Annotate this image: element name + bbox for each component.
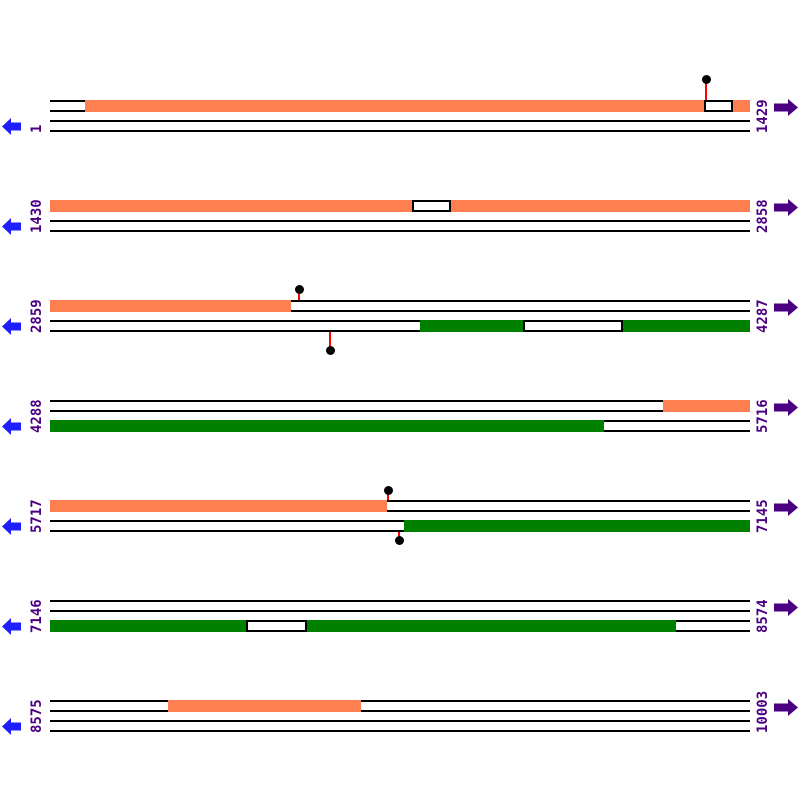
left-arrow-icon[interactable] [2, 117, 21, 135]
strand-line [50, 700, 168, 712]
strand-line [676, 620, 750, 632]
strand-line [246, 620, 307, 632]
right-arrow-icon[interactable] [774, 198, 798, 216]
strand-line [387, 500, 750, 512]
right-arrow-icon[interactable] [774, 598, 798, 616]
feature-reverse[interactable] [623, 320, 750, 332]
strand-line [50, 320, 420, 332]
left-arrow-icon[interactable] [2, 617, 21, 635]
row-start-label: 8575 [29, 699, 45, 733]
feature-reverse[interactable] [404, 520, 750, 532]
strand-line [50, 100, 85, 112]
row-start-label: 7146 [29, 599, 45, 633]
feature-forward[interactable] [50, 300, 291, 312]
row-end-label: 10003 [755, 690, 771, 733]
strand-line [50, 600, 750, 612]
marker-dot[interactable] [325, 345, 335, 355]
marker-stem [298, 289, 300, 300]
feature-reverse[interactable] [420, 320, 523, 332]
row-end-label: 2858 [755, 199, 771, 233]
strand-line [604, 420, 750, 432]
row-end-label: 4287 [755, 299, 771, 333]
strand-line [50, 720, 750, 732]
feature-reverse[interactable] [307, 620, 676, 632]
row-start-label: 4288 [29, 399, 45, 433]
right-arrow-icon[interactable] [774, 698, 798, 716]
marker-dot[interactable] [383, 485, 393, 495]
marker-stem [705, 79, 707, 100]
strand-line [50, 220, 750, 232]
feature-forward[interactable] [85, 100, 704, 112]
feature-reverse[interactable] [50, 420, 604, 432]
marker-dot[interactable] [701, 74, 711, 84]
right-arrow-icon[interactable] [774, 498, 798, 516]
row-start-label: 2859 [29, 299, 45, 333]
marker-stem [329, 332, 331, 350]
right-arrow-icon[interactable] [774, 398, 798, 416]
feature-forward[interactable] [451, 200, 750, 212]
marker-dot[interactable] [394, 535, 404, 545]
left-arrow-icon[interactable] [2, 517, 21, 535]
right-arrow-icon[interactable] [774, 98, 798, 116]
left-arrow-icon[interactable] [2, 717, 21, 735]
feature-forward[interactable] [50, 200, 412, 212]
marker-dot[interactable] [294, 284, 304, 294]
row-end-label: 8574 [755, 599, 771, 633]
left-arrow-icon[interactable] [2, 417, 21, 435]
strand-line [361, 700, 750, 712]
feature-reverse[interactable] [50, 620, 246, 632]
strand-line [291, 300, 750, 312]
right-arrow-icon[interactable] [774, 298, 798, 316]
feature-forward[interactable] [50, 500, 387, 512]
strand-line [50, 400, 663, 412]
left-arrow-icon[interactable] [2, 217, 21, 235]
row-end-label: 5716 [755, 399, 771, 433]
strand-line [704, 100, 733, 112]
feature-forward[interactable] [663, 400, 750, 412]
feature-forward[interactable] [168, 700, 361, 712]
marker-stem [387, 490, 389, 500]
row-end-label: 7145 [755, 499, 771, 533]
feature-forward[interactable] [733, 100, 750, 112]
row-start-label: 1430 [29, 199, 45, 233]
row-end-label: 1429 [755, 99, 771, 133]
strand-line [50, 120, 750, 132]
left-arrow-icon[interactable] [2, 317, 21, 335]
strand-line [523, 320, 623, 332]
strand-line [412, 200, 451, 212]
strand-line [50, 520, 404, 532]
row-start-label: 1 [29, 124, 45, 133]
row-start-label: 5717 [29, 499, 45, 533]
